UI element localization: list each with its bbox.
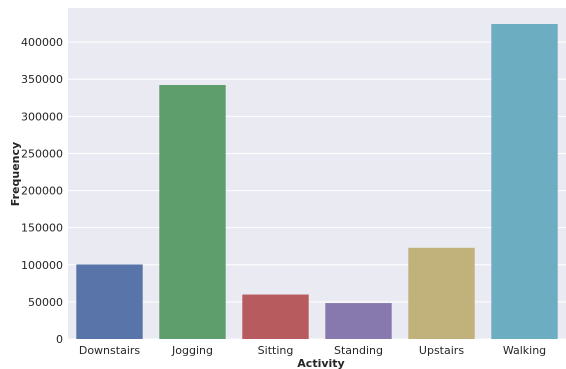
y-axis-title: Frequency [9, 142, 22, 206]
x-tick-label: Sitting [258, 344, 294, 357]
bar-walking [491, 24, 558, 340]
y-tick-label: 350000 [21, 73, 63, 86]
y-axis-ticks: 0 50000 100000 150000 200000 250000 300000 3500… [21, 36, 63, 346]
bar-sitting [242, 294, 309, 339]
bar-upstairs [408, 247, 475, 339]
y-tick-label: 300000 [21, 110, 63, 123]
bars [76, 24, 558, 340]
x-axis-ticks: Downstairs Jogging Sitting Standing Upstairs… [79, 344, 546, 357]
x-tick-label: Upstairs [419, 344, 464, 357]
x-tick-label: Standing [334, 344, 383, 357]
bar-downstairs [76, 264, 143, 339]
y-tick-label: 400000 [21, 36, 63, 49]
x-tick-label: Downstairs [79, 344, 141, 357]
plot-background [68, 8, 566, 339]
y-tick-label: 250000 [21, 147, 63, 160]
x-tick-label: Jogging [171, 344, 213, 357]
y-tick-label: 200000 [21, 185, 63, 198]
y-tick-label: 50000 [28, 296, 63, 309]
bar-standing [325, 303, 392, 339]
y-tick-label: 0 [56, 333, 63, 346]
y-tick-label: 100000 [21, 259, 63, 272]
y-tick-label: 150000 [21, 222, 63, 235]
x-axis-title: Activity [297, 357, 344, 369]
grid-lines [68, 41, 566, 340]
bar-jogging [159, 85, 226, 339]
x-tick-label: Walking [503, 344, 546, 357]
